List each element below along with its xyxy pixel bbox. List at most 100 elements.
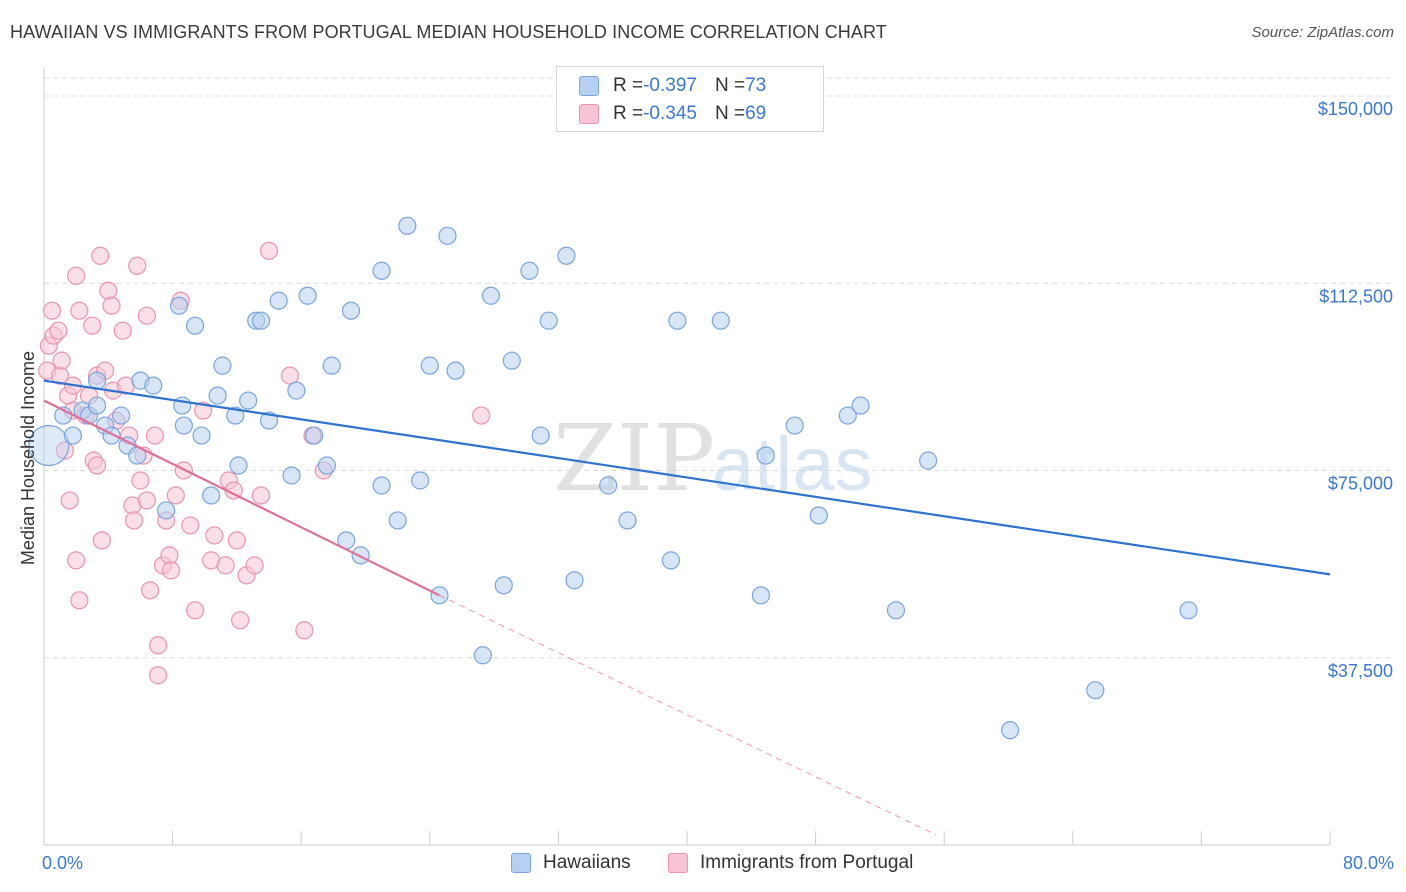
data-point-portugal — [67, 266, 86, 285]
data-point-hawaiians — [87, 371, 107, 390]
data-point-hawaiians — [886, 601, 906, 620]
data-point-hawaiians — [63, 426, 83, 445]
data-point-hawaiians — [372, 476, 391, 495]
r-label: R = — [613, 103, 644, 124]
data-point-hawaiians — [229, 456, 248, 475]
data-point-portugal — [259, 241, 279, 260]
data-point-hawaiians — [388, 511, 407, 530]
data-point-hawaiians — [711, 311, 730, 330]
y-tick-label: $37,500 — [1328, 661, 1393, 681]
hawaiians-swatch — [579, 76, 599, 96]
data-point-hawaiians — [565, 571, 584, 590]
data-point-portugal — [245, 556, 264, 575]
data-point-hawaiians — [112, 406, 131, 425]
data-point-portugal — [83, 316, 102, 335]
data-point-portugal — [60, 491, 79, 510]
data-point-hawaiians — [420, 356, 439, 375]
n-label: N = — [714, 103, 746, 124]
data-point-hawaiians — [838, 406, 857, 425]
watermark-zip: ZIP — [553, 405, 715, 512]
data-point-hawaiians — [438, 226, 457, 245]
data-point-portugal — [166, 486, 185, 505]
data-point-portugal — [149, 636, 168, 655]
data-point-hawaiians — [213, 356, 232, 375]
data-point-hawaiians — [919, 451, 938, 470]
data-point-portugal — [251, 486, 271, 505]
data-point-hawaiians — [446, 361, 465, 380]
data-point-hawaiians — [661, 551, 681, 570]
data-point-portugal — [42, 301, 62, 320]
data-point-hawaiians — [322, 356, 341, 375]
y-tick-label: $150,000 — [1318, 99, 1393, 119]
series-legend: Hawaiians Immigrants from Portugal — [0, 852, 1406, 878]
data-point-portugal — [145, 426, 165, 445]
data-point-hawaiians — [494, 576, 513, 595]
data-point-hawaiians — [202, 486, 221, 505]
data-point-portugal — [52, 351, 71, 370]
data-point-portugal — [227, 531, 246, 550]
y-tick-label: $75,000 — [1328, 474, 1393, 494]
data-point-portugal — [99, 281, 118, 300]
series-hawaiians-points — [28, 216, 1198, 740]
data-point-hawaiians — [481, 286, 500, 305]
legend-item-hawaiians[interactable]: Hawaiians — [511, 852, 631, 874]
data-point-portugal — [92, 531, 111, 550]
data-point-hawaiians — [756, 446, 775, 465]
data-point-hawaiians — [372, 261, 391, 280]
legend-item-portugal[interactable]: Immigrants from Portugal — [668, 852, 913, 874]
data-point-hawaiians — [1001, 721, 1020, 740]
hawaiians-swatch — [511, 853, 531, 873]
data-point-portugal — [280, 366, 300, 385]
data-point-portugal — [70, 301, 89, 320]
data-point-hawaiians — [259, 411, 279, 430]
data-point-hawaiians — [618, 511, 637, 530]
data-point-hawaiians — [785, 416, 804, 435]
x-tick-label: 0.0% — [42, 853, 83, 873]
data-point-portugal — [295, 621, 314, 640]
portugal-swatch — [668, 853, 688, 873]
n-value: 73 — [745, 75, 767, 96]
axes — [43, 68, 1331, 846]
data-point-hawaiians — [809, 506, 828, 525]
data-point-hawaiians — [239, 391, 258, 410]
data-point-portugal — [140, 581, 160, 600]
n-value: 69 — [745, 103, 767, 124]
trend-lines — [43, 379, 1331, 836]
legend-label-hawaiians: Hawaiians — [543, 852, 631, 873]
tick-labels: $37,500 $75,000 $112,500 $150,000 0.0% 80.0% — [42, 99, 1394, 873]
trend-extension-portugal — [439, 594, 937, 836]
trend-line-hawaiians — [43, 379, 1331, 576]
data-point-portugal — [137, 306, 156, 325]
data-point-hawaiians — [1086, 681, 1105, 700]
data-point-hawaiians — [251, 311, 271, 330]
data-point-hawaiians — [208, 386, 227, 405]
data-point-hawaiians — [87, 396, 107, 415]
stats-legend: R = -0.397 N = 73 R = -0.345 N = 69 — [556, 66, 824, 132]
r-label: R = — [613, 75, 644, 96]
data-point-hawaiians — [599, 476, 618, 495]
data-point-portugal — [216, 556, 235, 575]
data-point-portugal — [205, 526, 224, 545]
data-point-hawaiians — [144, 376, 163, 395]
data-point-portugal — [49, 321, 68, 340]
data-point-portugal — [131, 471, 150, 490]
data-point-portugal — [137, 491, 156, 510]
r-value: -0.345 — [643, 103, 697, 124]
chart-title: HAWAIIAN VS IMMIGRANTS FROM PORTUGAL MED… — [10, 22, 887, 42]
data-point-hawaiians — [531, 426, 550, 445]
data-point-hawaiians — [398, 216, 417, 235]
data-point-hawaiians — [282, 466, 301, 485]
y-tick-label: $112,500 — [1319, 286, 1393, 306]
portugal-swatch — [579, 104, 599, 124]
data-point-hawaiians — [317, 456, 337, 475]
data-point-hawaiians — [557, 246, 576, 265]
legend-label-portugal: Immigrants from Portugal — [700, 852, 914, 873]
data-point-hawaiians — [226, 406, 245, 425]
watermark: ZIP atlas — [553, 405, 873, 512]
data-point-portugal — [128, 256, 147, 275]
data-point-portugal — [91, 246, 110, 265]
data-point-hawaiians — [186, 316, 205, 335]
data-point-portugal — [160, 546, 179, 565]
data-point-hawaiians — [751, 586, 771, 605]
